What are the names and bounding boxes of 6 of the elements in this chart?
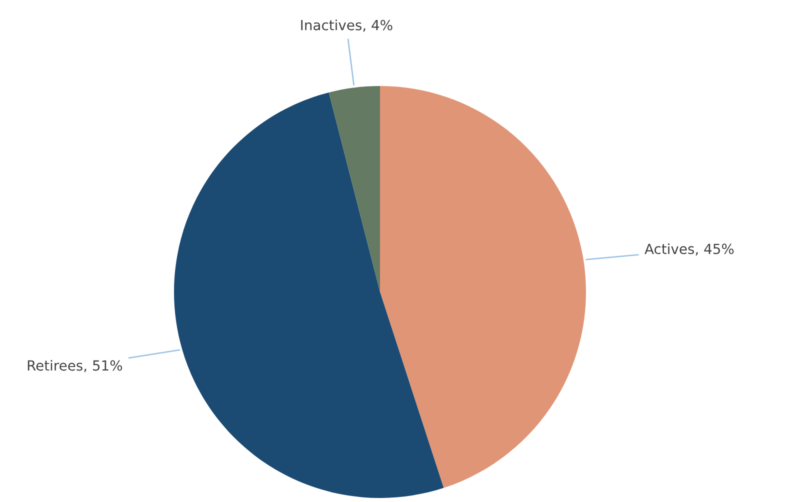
slice-label: Inactives, 4% (301, 20, 392, 32)
pie-slice (174, 92, 444, 498)
pie-slice (380, 86, 586, 488)
slice-label: Actives, 45% (644, 243, 734, 256)
pie-slice (328, 86, 380, 292)
slice-label: Retirees, 51% (28, 360, 122, 372)
